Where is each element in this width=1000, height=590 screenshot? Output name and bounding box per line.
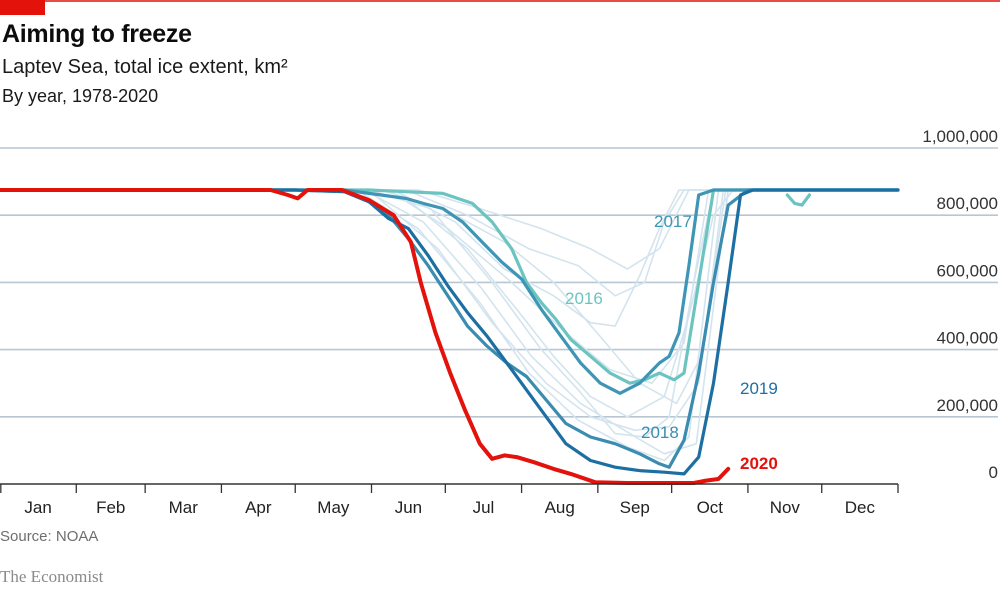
y-axis-labels: 0 200,000 400,000 600,000 800,000 1,000,000 <box>922 127 998 482</box>
series-label-2019: 2019 <box>740 379 778 398</box>
x-tick-label: Nov <box>770 498 801 517</box>
background-year-line <box>0 189 898 438</box>
chart-title: Aiming to freeze <box>2 20 192 48</box>
y-tick-label: 200,000 <box>937 396 998 415</box>
x-tick-label: May <box>317 498 350 517</box>
y-tick-label: 0 <box>989 463 998 482</box>
highlight-year-lines <box>0 188 900 485</box>
series-labels: 2020 2019 2018 2017 2016 <box>565 212 778 473</box>
background-year-line <box>0 189 898 297</box>
x-tick-label: Apr <box>245 498 272 517</box>
x-tick-label: Jul <box>473 498 495 517</box>
x-tick-label: Dec <box>845 498 876 517</box>
y-tick-label: 400,000 <box>937 329 998 348</box>
series-line-2017 <box>0 188 900 395</box>
background-year-line <box>0 189 898 455</box>
series-line-2019 <box>0 188 900 476</box>
series-line-2020 <box>0 188 731 485</box>
x-tick-label: Feb <box>96 498 125 517</box>
background-year-line <box>0 189 898 270</box>
x-tick-label: Jun <box>395 498 422 517</box>
series-label-2017: 2017 <box>654 212 692 231</box>
top-rule <box>0 0 1000 2</box>
series-label-2018: 2018 <box>641 423 679 442</box>
series-line-2016 <box>0 188 900 385</box>
series-label-2020: 2020 <box>740 454 778 473</box>
x-tick-label: Jan <box>24 498 51 517</box>
series-label-2016: 2016 <box>565 289 603 308</box>
y-tick-label: 600,000 <box>937 261 998 280</box>
chart-subtitle: Laptev Sea, total ice extent, km² <box>2 56 288 78</box>
series-line-2018 <box>0 188 900 469</box>
background-year-line <box>0 189 898 327</box>
x-tick-label: Aug <box>545 498 575 517</box>
source-note: Source: NOAA <box>0 528 99 545</box>
brand-red-tab <box>0 0 45 15</box>
x-tick-label: Mar <box>169 498 199 517</box>
chart-subtitle-period: By year, 1978-2020 <box>2 86 159 106</box>
x-tick-label: Oct <box>697 498 724 517</box>
background-year-lines <box>0 189 898 462</box>
background-year-line <box>0 189 898 384</box>
x-axis-labels: Jan Feb Mar Apr May Jun Jul Aug Sep Oct Nov Dec <box>24 498 875 517</box>
background-year-line <box>0 189 898 462</box>
publisher-logo: The Economist <box>0 567 104 586</box>
x-tick-label: Sep <box>620 498 650 517</box>
x-axis <box>0 483 899 493</box>
y-tick-label: 1,000,000 <box>922 127 998 146</box>
series-line-2019-refreeze-blip <box>785 193 811 207</box>
y-tick-label: 800,000 <box>937 194 998 213</box>
